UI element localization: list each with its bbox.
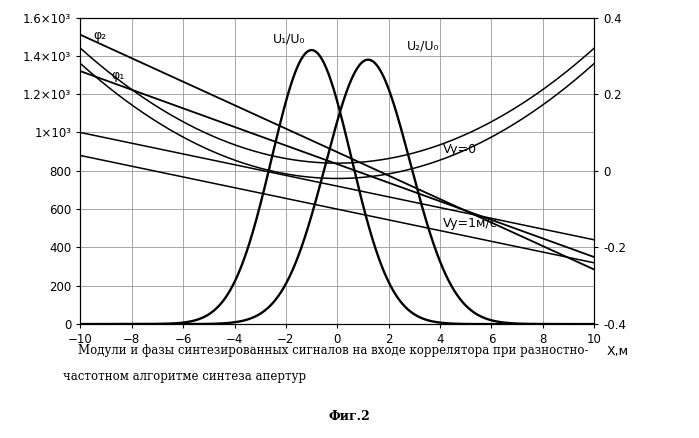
Text: φ₂: φ₂ <box>93 29 106 42</box>
Text: Модули и фазы синтезированных сигналов на входе коррелятора при разностно-: Модули и фазы синтезированных сигналов н… <box>63 344 589 357</box>
Text: Фиг.2: Фиг.2 <box>329 410 370 423</box>
Text: X,м: X,м <box>607 346 629 358</box>
Text: U₁/U₀: U₁/U₀ <box>273 32 305 45</box>
Text: Vy=0: Vy=0 <box>442 143 477 156</box>
Text: Vy=1м/с: Vy=1м/с <box>442 217 498 230</box>
Text: U₂/U₀: U₂/U₀ <box>407 40 439 53</box>
Text: φ₁: φ₁ <box>111 69 124 82</box>
Text: частотном алгоритме синтеза апертур: частотном алгоритме синтеза апертур <box>63 370 306 383</box>
